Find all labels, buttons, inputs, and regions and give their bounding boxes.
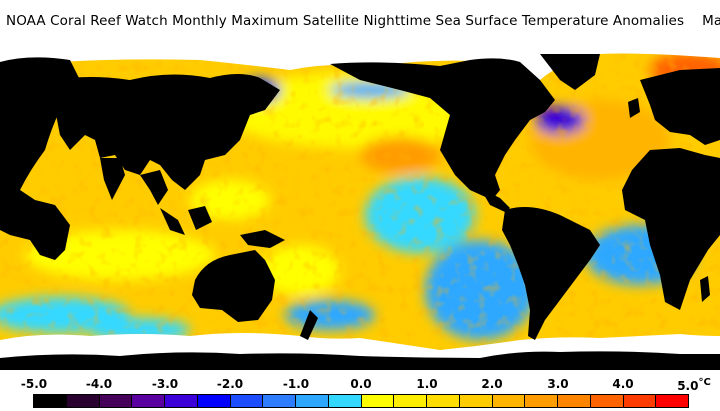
colorbar-swatch [492, 395, 526, 407]
title-date: May 2007 [702, 13, 720, 29]
colorbar-swatch [656, 395, 688, 407]
colorbar-swatch [558, 395, 591, 407]
land-new-zealand [300, 310, 318, 340]
land-europe [640, 68, 720, 145]
unit-label: °C [698, 377, 711, 388]
colorbar-swatch [263, 395, 296, 407]
colorbar-swatch [623, 395, 657, 407]
colorbar-swatch [328, 395, 362, 407]
colorbar-swatch [427, 395, 460, 407]
land-madagascar [700, 276, 710, 302]
land-eurasia [50, 74, 280, 190]
tick-label: -4.0 [85, 377, 113, 391]
figure-title: NOAA Coral Reef Watch Monthly Maximum Sa… [6, 13, 720, 29]
tick-label: 2.0 [481, 377, 503, 391]
world-map [0, 40, 720, 370]
land-new-guinea [240, 230, 285, 248]
title-text: NOAA Coral Reef Watch Monthly Maximum Sa… [6, 13, 685, 29]
colorbar-swatch [230, 395, 264, 407]
land-north-america [330, 58, 555, 201]
land-africa [0, 190, 70, 260]
colorbar-swatch [361, 395, 395, 407]
tick-label: 3.0 [547, 377, 569, 391]
tick-label: 4.0 [612, 377, 634, 391]
colorbar-swatch [165, 395, 198, 407]
tick-label: -2.0 [216, 377, 244, 391]
tick-label: 1.0 [416, 377, 438, 391]
land-japan [228, 112, 246, 144]
tick-label: 0.0 [350, 377, 372, 391]
colorbar-swatch [197, 395, 231, 407]
tick-label-max-value: 5.0 [677, 379, 699, 393]
land-south-america [502, 206, 600, 340]
tick-label: -1.0 [282, 377, 310, 391]
colorbar [33, 394, 689, 408]
colorbar-swatch [590, 395, 624, 407]
colorbar-swatch [394, 395, 427, 407]
land-africa-east [622, 148, 720, 310]
land-borneo [188, 206, 212, 230]
land-sumatra [160, 208, 185, 235]
land-australia [192, 250, 275, 322]
colorbar-swatch [66, 395, 100, 407]
land-central-america [480, 188, 510, 212]
land-antarctica [0, 351, 720, 370]
colorbar-swatch [525, 395, 558, 407]
land-greenland [540, 54, 600, 90]
colorbar-swatch [459, 395, 493, 407]
colorbar-swatch [99, 395, 133, 407]
tick-label: -5.0 [20, 377, 48, 391]
tick-label-max: 5.0°C [677, 377, 711, 393]
land-se-asia [140, 170, 168, 205]
land-india [100, 158, 125, 200]
land-uk [628, 98, 640, 118]
colorbar-swatch [132, 395, 165, 407]
colorbar-swatch [296, 395, 329, 407]
tick-label: -3.0 [151, 377, 179, 391]
land-masses [0, 54, 720, 370]
colorbar-ticks: -5.0 -4.0 -3.0 -2.0 -1.0 0.0 1.0 2.0 3.0… [0, 377, 720, 393]
colorbar-swatch [34, 395, 67, 407]
